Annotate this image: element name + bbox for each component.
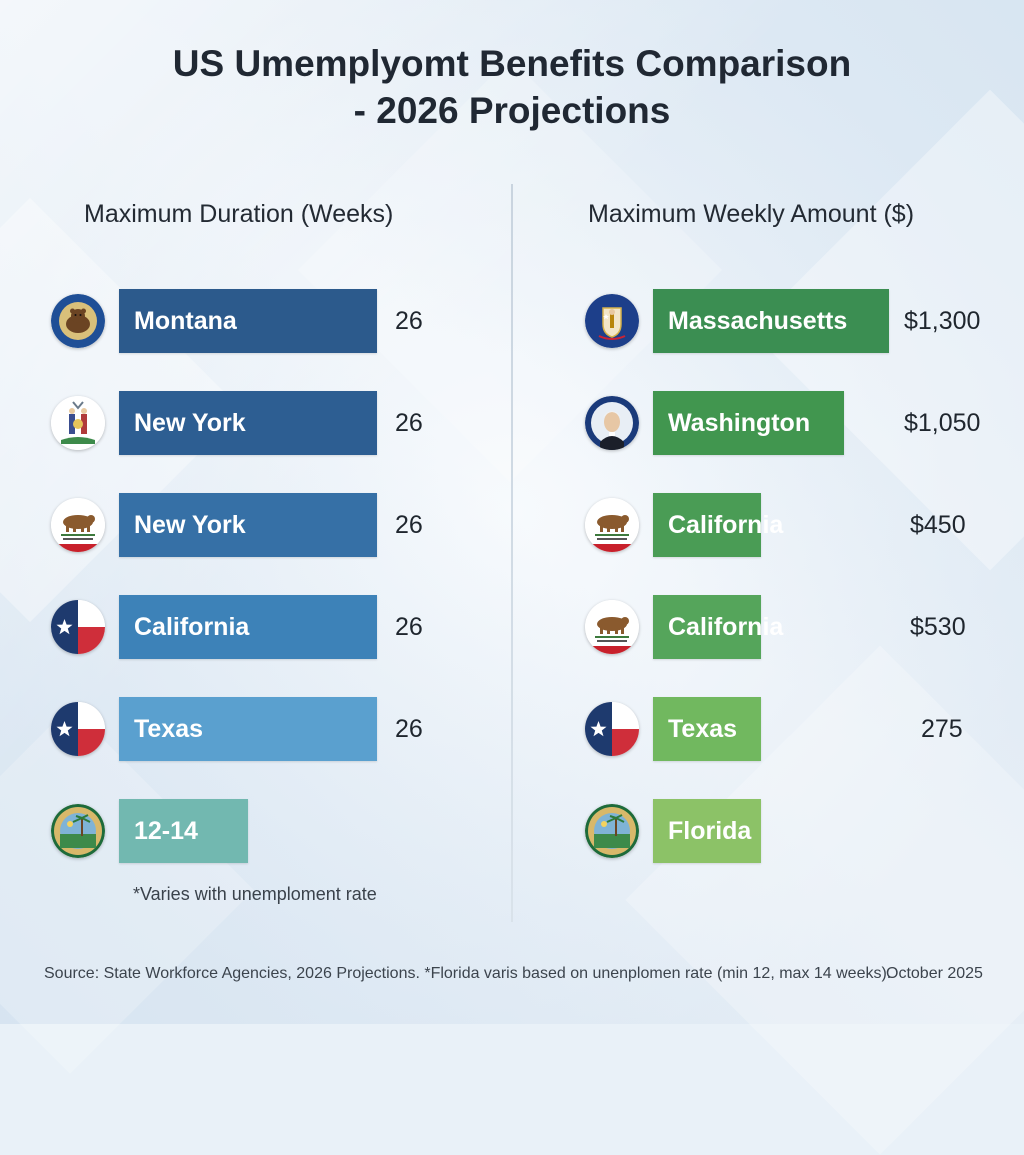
massachusetts-seal-icon xyxy=(585,294,639,348)
bar: Massachusetts xyxy=(653,289,889,353)
bar: 12-14 xyxy=(119,799,248,863)
footer-date: October 2025 xyxy=(886,965,983,982)
bar-category-label: 12-14 xyxy=(134,816,198,845)
bar: California xyxy=(653,493,783,557)
new-york-seal-icon xyxy=(51,396,105,450)
bar-category-label: New York xyxy=(134,510,246,539)
california-bear-flag-icon xyxy=(51,498,105,552)
bar-category-label: Florida xyxy=(668,816,752,845)
duration-note: *Varies with unemploment rate xyxy=(133,884,377,904)
bar-value-label: $1,300 xyxy=(904,307,981,335)
bar: California xyxy=(119,595,377,659)
bar-row: California 26 xyxy=(0,595,1024,659)
california-bear-flag-icon xyxy=(585,600,639,654)
title-line-2: - 2026 Projections xyxy=(353,90,671,131)
bar-row: Montana 26 xyxy=(0,289,1024,353)
bar-row: Washington $1,050 xyxy=(0,391,1024,455)
bar-value-label: 26 xyxy=(395,511,423,539)
bar-category-label: Washington xyxy=(668,408,811,437)
bar: Texas xyxy=(119,697,377,761)
bar-value-label: $530 xyxy=(910,613,966,641)
bar: New York xyxy=(119,391,377,455)
bar-value-label: 275 xyxy=(921,715,963,743)
bar-value-label: $450 xyxy=(910,511,966,539)
duration-panel-title: Maximum Duration (Weeks) xyxy=(84,200,394,228)
bar-row: Texas 26 xyxy=(0,697,1024,761)
montana-seal-icon xyxy=(51,294,105,348)
weekly-amount-panel-title: Maximum Weekly Amount ($) xyxy=(588,200,915,228)
bar-category-label: New York xyxy=(134,408,246,437)
bar: Texas xyxy=(653,697,761,761)
bar-row: California $450 xyxy=(0,493,1024,557)
bar-value-label: 26 xyxy=(395,307,423,335)
bar-value-label: 26 xyxy=(395,409,423,437)
bar-row: Florida xyxy=(0,799,1024,863)
bar-category-label: California xyxy=(668,612,784,641)
bar-category-label: Massachusetts xyxy=(668,306,848,335)
washington-seal-icon xyxy=(585,396,639,450)
source-footnote: Source: State Workforce Agencies, 2026 P… xyxy=(44,965,892,982)
bar-category-label: Texas xyxy=(134,714,204,743)
bar: Florida xyxy=(653,799,761,863)
bar: New York xyxy=(119,493,377,557)
florida-seal-icon xyxy=(585,804,639,858)
bar: Montana xyxy=(119,289,377,353)
panel-divider xyxy=(511,184,513,922)
bar-category-label: California xyxy=(668,510,784,539)
bar-row: 12-14 xyxy=(0,799,1024,863)
bar-row: California $530 xyxy=(0,595,1024,659)
bar-category-label: Texas xyxy=(668,714,738,743)
bar-row: Texas 275 xyxy=(0,697,1024,761)
bar-row: New York 26 xyxy=(0,391,1024,455)
bar-value-label: $1,050 xyxy=(904,409,981,437)
bar-row: Massachusetts $1,300 xyxy=(0,289,1024,353)
california-bear-flag-icon xyxy=(585,498,639,552)
florida-seal-icon xyxy=(51,804,105,858)
bar-value-label: 26 xyxy=(395,613,423,641)
bar-value-label: 26 xyxy=(395,715,423,743)
bar-row: New York 26 xyxy=(0,493,1024,557)
bar: California xyxy=(653,595,783,659)
bar-category-label: Montana xyxy=(134,306,237,335)
bar: Washington xyxy=(653,391,844,455)
bar-category-label: California xyxy=(134,612,250,641)
texas-flag-icon xyxy=(585,702,639,756)
page-title: US Umemplyomt Benefits Comparison - 2026… xyxy=(0,40,1024,134)
title-line-1: US Umemplyomt Benefits Comparison xyxy=(172,43,852,84)
